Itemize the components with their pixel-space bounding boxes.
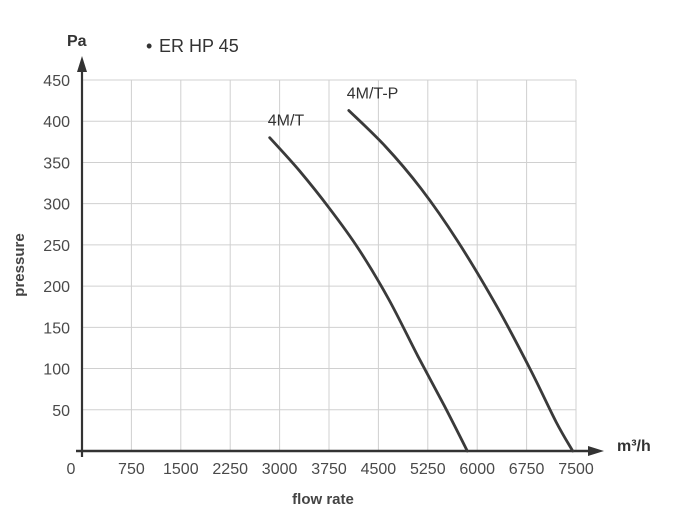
- y-tick-label: 200: [43, 279, 70, 296]
- x-tick-label: 1500: [163, 461, 199, 478]
- series-line-1: [268, 136, 469, 453]
- y-axis-unit: Pa: [67, 33, 87, 50]
- x-tick-label: 6750: [509, 461, 545, 478]
- grid: [82, 79, 577, 451]
- y-tick-label: 450: [43, 73, 70, 90]
- chart-title-bullet: •: [146, 36, 152, 56]
- x-axis-unit: m³/h: [617, 438, 651, 455]
- x-axis-arrow: [588, 446, 604, 456]
- series-label-1: 4M/T: [268, 113, 305, 130]
- x-tick-label: 6000: [459, 461, 495, 478]
- y-tick-label: 100: [43, 362, 70, 379]
- y-axis-title: pressure: [11, 233, 28, 296]
- y-tick-label: 50: [52, 403, 70, 420]
- chart-title: ER HP 45: [159, 36, 239, 56]
- origin-label: 0: [67, 461, 76, 478]
- series-curves: 4M/T 4M/T-P: [268, 86, 575, 453]
- x-tick-label: 5250: [410, 461, 446, 478]
- y-tick-label: 350: [43, 155, 70, 172]
- y-tick-label: 400: [43, 114, 70, 131]
- series-line-2: [347, 109, 575, 453]
- x-tick-label: 7500: [558, 461, 594, 478]
- x-axis-title: flow rate: [292, 491, 354, 508]
- x-tick-label: 4500: [361, 461, 397, 478]
- x-tick-label: 2250: [212, 461, 248, 478]
- y-axis-arrow: [77, 56, 87, 72]
- axes: [76, 56, 604, 457]
- series-label-2: 4M/T-P: [347, 86, 399, 103]
- x-tick-label: 3750: [311, 461, 347, 478]
- y-tick-label: 250: [43, 238, 70, 255]
- x-tick-label: 3000: [262, 461, 298, 478]
- y-tick-label: 150: [43, 320, 70, 337]
- x-tick-label: 750: [118, 461, 145, 478]
- y-tick-label: 300: [43, 197, 70, 214]
